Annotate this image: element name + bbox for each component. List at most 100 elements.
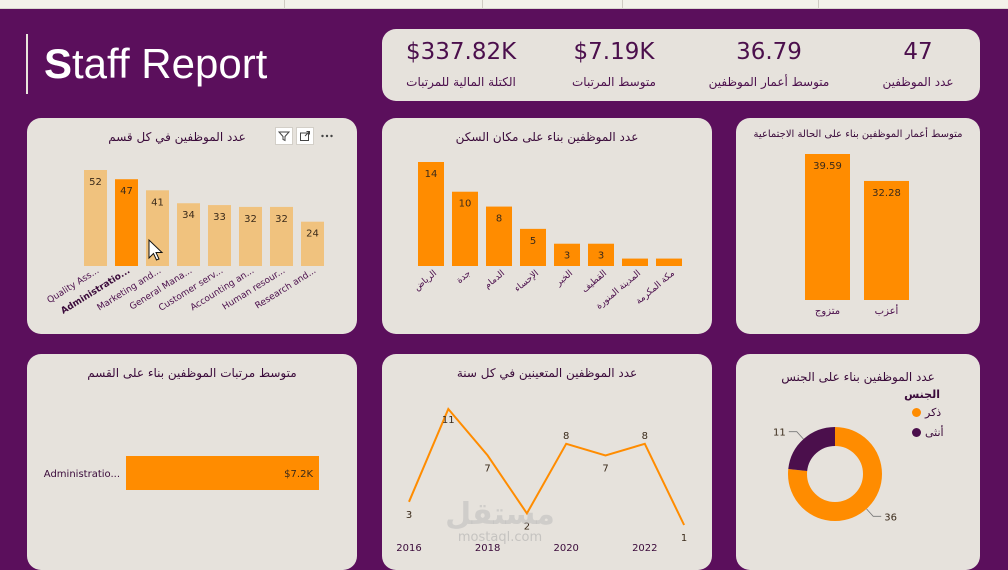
bar xyxy=(588,243,614,266)
card-title: عدد الموظفين بناء على الجنس xyxy=(781,370,935,384)
report-title-box: Staff Report xyxy=(26,34,267,94)
bar-value-label: $7.2K xyxy=(284,469,313,480)
bar xyxy=(126,456,319,490)
x-tick-label: الرياض xyxy=(412,269,439,294)
kpi-value: 47 xyxy=(903,39,933,65)
bar-value-label: 32 xyxy=(244,214,257,225)
mouse-cursor-icon xyxy=(148,238,164,261)
data-point-label: 7 xyxy=(484,463,490,474)
bar-value-label: 32.28 xyxy=(872,188,901,199)
bar-value-label: 41 xyxy=(151,197,164,208)
watermark-url: mostaql.com xyxy=(457,530,543,545)
data-point-label: 7 xyxy=(602,463,608,474)
legend-title: الجنس xyxy=(904,388,940,401)
top-strip-divider xyxy=(818,0,819,8)
legend-item-female[interactable]: أنثى xyxy=(912,426,944,439)
filter-icon[interactable] xyxy=(275,127,293,145)
watermark-logo: مستقل xyxy=(445,497,555,532)
leader-line xyxy=(866,508,882,517)
data-point-label: 3 xyxy=(406,510,412,521)
marital-age-chart: 39.59 متزوج 32.28 أعزب xyxy=(805,154,909,317)
focus-mode-icon[interactable] xyxy=(296,127,314,145)
legend-label: أنثى xyxy=(925,426,944,439)
bar-value-label: 39.59 xyxy=(813,161,842,172)
bar xyxy=(486,206,512,266)
card-title: عدد الموظفين المتعينين في كل سنة xyxy=(456,366,638,380)
kpi-avg-age[interactable]: 36.79 متوسط أعمار الموظفين xyxy=(704,37,834,89)
card-title: عدد الموظفين بناء على مكان السكن xyxy=(455,130,639,144)
x-tick-label: القطيف xyxy=(580,269,609,295)
data-point-label: 2 xyxy=(524,521,530,532)
hires-year-card[interactable]: عدد الموظفين المتعينين في كل سنة 3 11 7 2 8 7… xyxy=(382,354,712,570)
bar xyxy=(301,221,324,266)
kpi-value: 36.79 xyxy=(736,39,802,65)
series-line xyxy=(408,407,686,526)
bar xyxy=(239,206,262,266)
dept-count-card[interactable]: عدد الموظفين في كل قسم 52 Quality Ass... 4… xyxy=(27,118,357,334)
kpi-avg-salary[interactable]: $7.19K متوسط المرتبات xyxy=(564,37,664,89)
kpi-employee-count[interactable]: 47 عدد الموظفين xyxy=(878,37,958,89)
kpi-bar: $337.82K الكتلة المالية للمرتبات $7.19K … xyxy=(382,29,980,101)
card-title: متوسط مرتبات الموظفين بناء على القسم xyxy=(87,366,297,380)
x-tick-label: الإحساء xyxy=(513,269,541,295)
bar-value-label: 8 xyxy=(496,214,502,225)
bar xyxy=(452,191,478,266)
bar-value-label: 52 xyxy=(89,177,102,188)
x-tick-label: الدمام xyxy=(483,269,507,292)
leader-line xyxy=(788,431,804,440)
x-tick-label: متزوج xyxy=(815,306,840,317)
bar xyxy=(622,258,648,266)
marital-age-card[interactable]: متوسط أعمار الموظفين بناء على الحالة الا… xyxy=(736,118,980,334)
bar-value-label: 47 xyxy=(120,186,133,197)
report-title-rest: taff Report xyxy=(72,40,268,87)
bar-value-label: 3 xyxy=(598,251,604,262)
x-tick-label: الخبر xyxy=(553,269,575,289)
bar xyxy=(554,243,580,266)
data-point-label: 11 xyxy=(442,415,455,426)
bar xyxy=(418,162,444,266)
kpi-label: الكتلة المالية للمرتبات xyxy=(406,75,516,89)
legend-label: ذكر xyxy=(925,406,942,419)
donut-slice xyxy=(788,427,882,521)
bar-value-label: 10 xyxy=(459,199,472,210)
bar-value-label: 33 xyxy=(213,212,226,223)
x-tick-label: 2016 xyxy=(396,543,421,554)
hires-year-chart: 3 11 7 2 8 7 8 1 2016 2018 2020 2022 xyxy=(396,407,687,554)
bar xyxy=(84,170,107,266)
legend-item-male[interactable]: ذكر xyxy=(912,406,941,419)
dept-salary-chart: $7.2K Administratio... xyxy=(44,456,319,490)
city-count-chart: 14 الرياض 10 جدة 8 الدمام 5 الإحساء 3 الخبر 3 القطي… xyxy=(412,162,682,312)
more-options-icon[interactable] xyxy=(317,127,337,145)
x-tick-label: جدة xyxy=(455,269,473,286)
y-tick-label: Administratio... xyxy=(44,469,120,480)
legend-swatch xyxy=(912,408,921,417)
top-strip-divider xyxy=(622,0,623,8)
x-tick-label: أعزب xyxy=(875,304,899,317)
kpi-value: $7.19K xyxy=(573,39,655,65)
bar-value-label: 32 xyxy=(275,214,288,225)
bar xyxy=(520,228,546,266)
bar-value-label: 3 xyxy=(564,251,570,262)
kpi-label: عدد الموظفين xyxy=(882,75,954,89)
visual-toolbar xyxy=(275,127,337,145)
kpi-total-salary[interactable]: $337.82K الكتلة المالية للمرتبات xyxy=(406,37,516,89)
bar xyxy=(805,154,850,300)
gender-card[interactable]: عدد الموظفين بناء على الجنس الجنس ذكر أن… xyxy=(736,354,980,570)
bar-value-label: 34 xyxy=(182,210,195,221)
card-title: متوسط أعمار الموظفين بناء على الحالة الا… xyxy=(753,129,963,140)
dept-salary-card[interactable]: متوسط مرتبات الموظفين بناء على القسم $7.… xyxy=(27,354,357,570)
kpi-value: $337.82K xyxy=(406,39,517,65)
top-strip-divider xyxy=(482,0,483,8)
gender-chart: 36 11 xyxy=(773,427,897,523)
bar xyxy=(115,179,138,266)
data-point-label: 8 xyxy=(563,431,569,442)
report-title-initial: S xyxy=(44,40,73,87)
bar xyxy=(270,206,293,266)
slice-value-label: 36 xyxy=(884,512,897,523)
kpi-label: متوسط أعمار الموظفين xyxy=(708,75,830,89)
bar-value-label: 24 xyxy=(306,229,319,240)
city-count-card[interactable]: عدد الموظفين بناء على مكان السكن 14 الريا… xyxy=(382,118,712,334)
watermark: مستقل mostaql.com xyxy=(440,497,560,546)
kpi-label: متوسط المرتبات xyxy=(572,75,656,89)
